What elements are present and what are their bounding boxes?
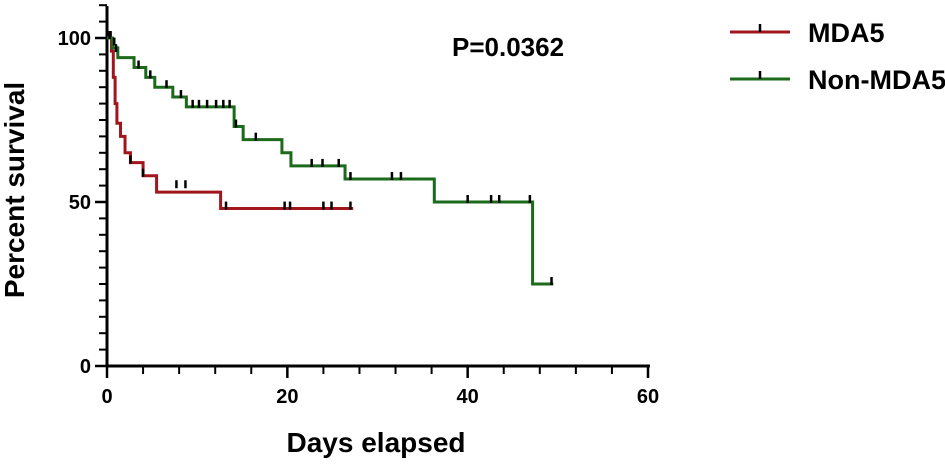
series-line-non-mda5 — [107, 38, 553, 284]
x-ticks: 0 20 40 60 — [101, 366, 659, 408]
series-layer — [107, 31, 553, 285]
x-axis-title: Days elapsed — [287, 427, 466, 458]
series-line-mda5 — [107, 38, 353, 209]
legend-item-mda5: MDA5 — [730, 18, 885, 48]
axes: 0 20 40 60 0 50 100 — [58, 5, 660, 408]
y-ticks: 0 50 100 — [58, 5, 107, 378]
y-tick-label: 50 — [69, 192, 91, 214]
x-tick-label: 60 — [637, 386, 659, 408]
y-tick-label: 100 — [58, 28, 91, 50]
series-mda5 — [107, 31, 353, 210]
legend: MDA5 Non-MDA5 — [730, 18, 945, 95]
legend-item-non-mda5: Non-MDA5 — [730, 65, 945, 95]
series-non-mda5 — [107, 31, 553, 285]
legend-label: MDA5 — [808, 18, 885, 48]
y-tick-label: 0 — [80, 356, 91, 378]
x-tick-label: 20 — [276, 386, 298, 408]
p-value-annotation: P=0.0362 — [452, 32, 564, 62]
legend-label: Non-MDA5 — [808, 65, 945, 95]
x-tick-label: 40 — [457, 386, 479, 408]
y-axis-title: Percent survival — [0, 82, 30, 298]
x-tick-label: 0 — [101, 386, 112, 408]
